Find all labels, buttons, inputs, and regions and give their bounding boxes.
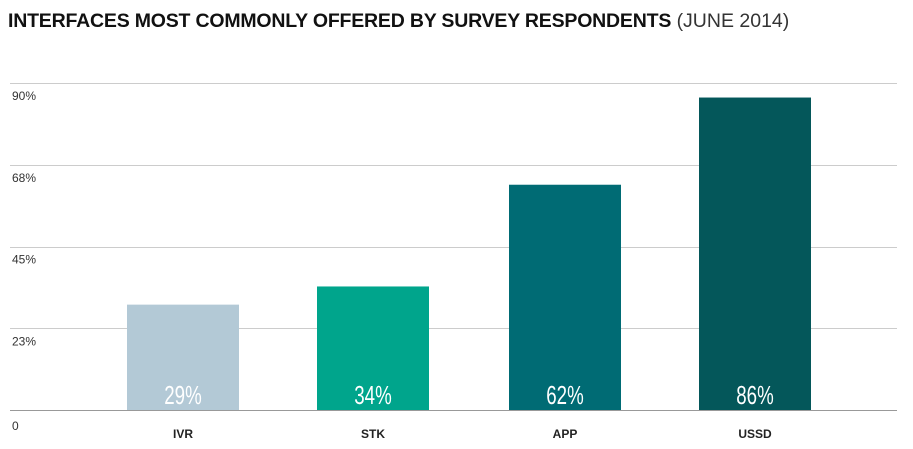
bar-value-label: 34% <box>354 380 391 410</box>
x-category-label: USSD <box>738 427 772 441</box>
y-tick-label: 0 <box>12 419 19 433</box>
x-category-label: APP <box>553 427 578 441</box>
x-category-label: STK <box>361 427 385 441</box>
bar-ussd <box>699 97 811 411</box>
x-axis-categories: IVR STK APP USSD <box>173 427 772 441</box>
bar-value-label: 29% <box>164 380 201 410</box>
chart-subtitle: (JUNE 2014) <box>676 10 790 32</box>
y-axis-ticks: 0 23% 45% 68% 90% <box>12 89 36 433</box>
y-tick-label: 45% <box>12 253 36 267</box>
y-tick-label: 68% <box>12 171 36 185</box>
chart-title: INTERFACES MOST COMMONLY OFFERED BY SURV… <box>8 10 789 33</box>
bar-value-label: 62% <box>546 380 583 410</box>
x-category-label: IVR <box>173 427 193 441</box>
bar-value-label: 86% <box>736 380 773 410</box>
y-tick-label: 90% <box>12 89 36 103</box>
bar-ivr <box>127 304 239 410</box>
y-tick-label: 23% <box>12 334 36 348</box>
bar-app <box>509 184 621 410</box>
chart-title-main: INTERFACES MOST COMMONLY OFFERED BY SURV… <box>8 10 672 32</box>
bar-stk <box>317 286 429 410</box>
bars: 29% 34% 62% 86% <box>127 97 811 411</box>
